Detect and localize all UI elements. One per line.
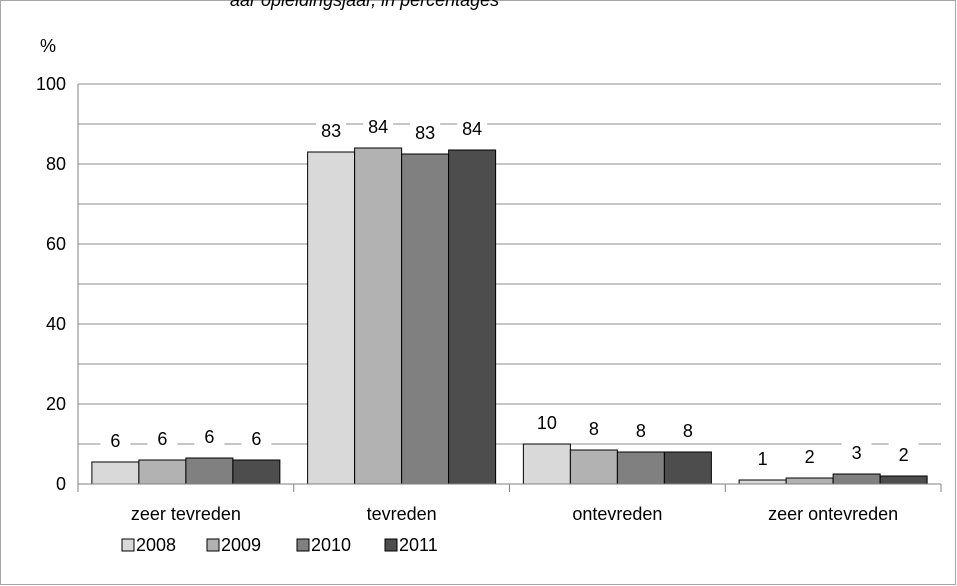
data-label-bg [241, 427, 272, 451]
data-label: 6 [251, 429, 261, 449]
bar-2011-3 [879, 475, 928, 485]
legend-swatch-2008 [121, 538, 135, 552]
bar-2008-3 [738, 479, 787, 485]
axes: 0 20 40 60 80 100 zeer tevreden tevreden ontevre… [36, 74, 942, 524]
data-label-bg [100, 429, 131, 453]
data-label: 6 [157, 429, 167, 449]
x-category-label: ontevreden [572, 504, 662, 524]
data-label-bg [625, 419, 656, 443]
data-label-bg [794, 445, 825, 469]
data-label: 6 [110, 431, 120, 451]
data-label: 83 [415, 123, 435, 143]
bar-2010-0 [185, 457, 234, 485]
data-label-bg [841, 441, 872, 465]
y-tick-label: 60 [46, 234, 66, 254]
bars: 6 6 6 6 83 84 83 84 10 8 8 8 1 2 3 2 [91, 115, 928, 485]
x-category-label: zeer ontevreden [768, 504, 898, 524]
legend-label-2008: 2008 [136, 535, 176, 555]
x-category-label: zeer tevreden [131, 504, 241, 524]
legend-label-2011: 2011 [399, 535, 438, 555]
y-tick-label: 40 [46, 314, 66, 334]
data-label: 3 [852, 443, 862, 463]
bar-2011-1 [448, 149, 497, 485]
data-label-bg [672, 419, 703, 443]
data-label: 83 [321, 121, 341, 141]
bar-2010-1 [401, 153, 450, 485]
data-label-bg [316, 119, 347, 143]
bar-2008-1 [307, 151, 356, 485]
data-label: 8 [589, 419, 599, 439]
bar-2009-2 [569, 449, 618, 485]
data-label-bg [531, 411, 562, 435]
y-tick-label: 0 [56, 474, 66, 494]
legend-swatch-2010 [296, 538, 310, 552]
bar-2010-3 [832, 473, 881, 485]
bar-2010-2 [616, 451, 665, 485]
y-tick-label: 80 [46, 154, 66, 174]
data-label-bg [578, 417, 609, 441]
legend-swatch-2011 [384, 538, 398, 552]
bar-2011-2 [663, 451, 712, 485]
data-label: 2 [805, 447, 815, 467]
bar-2008-2 [522, 443, 571, 485]
data-label: 2 [899, 445, 909, 465]
data-label-bg [457, 117, 488, 141]
data-label: 84 [462, 119, 482, 139]
bar-2008-0 [91, 461, 140, 485]
data-label: 84 [368, 117, 388, 137]
data-label: 6 [204, 427, 214, 447]
bar-2009-3 [785, 477, 834, 485]
data-label-bg [363, 115, 394, 139]
y-unit-label: % [40, 36, 56, 56]
data-label-bg [194, 425, 225, 449]
legend: 2008 2009 2010 2011 [121, 535, 438, 555]
bar-2009-1 [354, 147, 403, 485]
bar-2009-0 [138, 459, 187, 485]
top-partial-title: aar opleidingsjaar, in percentages [230, 0, 499, 10]
data-label: 8 [683, 421, 693, 441]
y-tick-label: 100 [36, 74, 66, 94]
legend-label-2010: 2010 [311, 535, 351, 555]
legend-label-2009: 2009 [221, 535, 261, 555]
data-label: 1 [758, 449, 768, 469]
data-label: 10 [537, 413, 557, 433]
y-tick-label: 20 [46, 394, 66, 414]
data-label-bg [888, 443, 919, 467]
legend-swatch-2009 [206, 538, 220, 552]
data-label: 8 [636, 421, 646, 441]
x-category-label: tevreden [367, 504, 437, 524]
data-label-bg [147, 427, 178, 451]
bar-2011-0 [232, 459, 281, 485]
data-label-bg [747, 447, 778, 471]
data-label-bg [410, 121, 441, 145]
